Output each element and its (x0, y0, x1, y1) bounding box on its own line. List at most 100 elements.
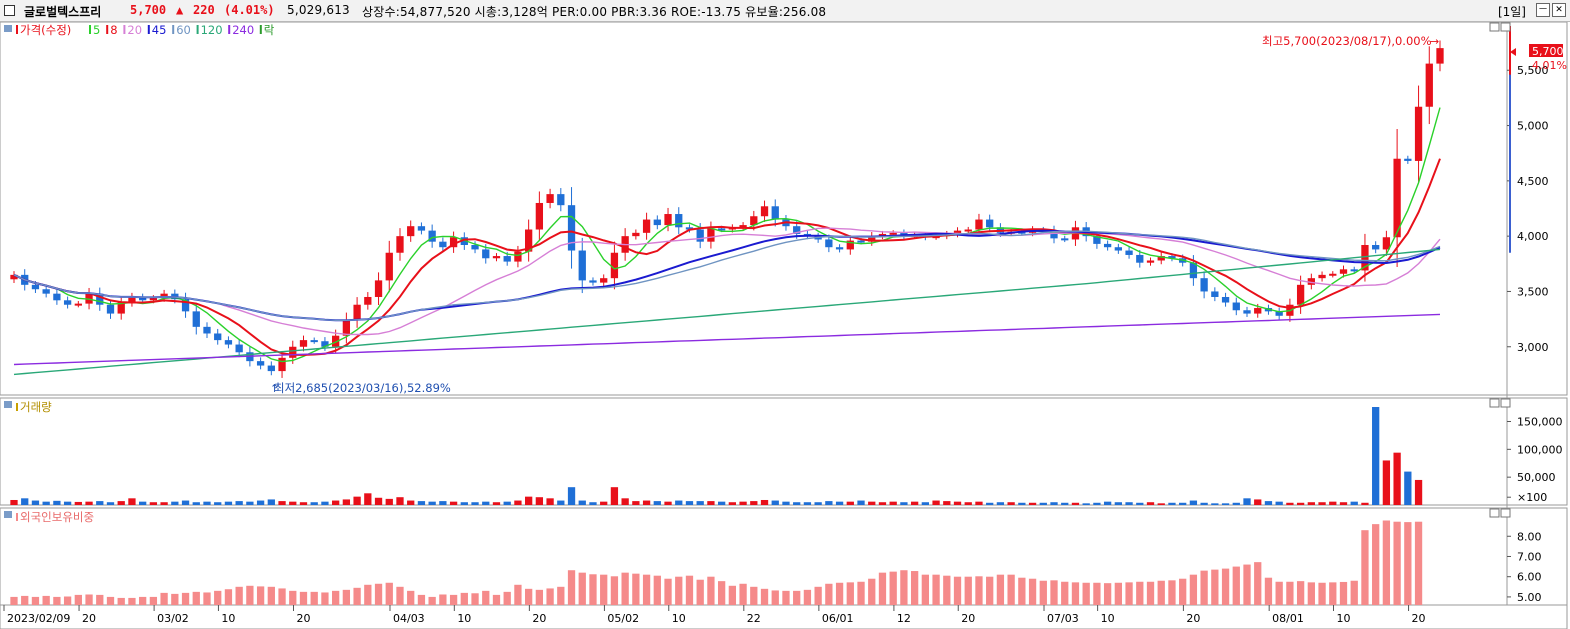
volume-bar[interactable] (1329, 501, 1337, 505)
foreign-ratio-bar[interactable] (1028, 578, 1037, 605)
candle[interactable] (1146, 260, 1155, 263)
foreign-ratio-bar[interactable] (1168, 580, 1176, 605)
volume-bar[interactable] (428, 501, 436, 505)
volume-bar[interactable] (1157, 503, 1165, 505)
candle[interactable] (1200, 278, 1208, 292)
volume-bar[interactable] (1039, 502, 1047, 505)
candle[interactable] (63, 300, 72, 305)
candle[interactable] (96, 293, 104, 305)
volume-bar[interactable] (653, 501, 661, 505)
volume-bar[interactable] (460, 502, 468, 505)
foreign-ratio-bar[interactable] (771, 590, 779, 605)
foreign-ratio-bar[interactable] (739, 583, 747, 605)
foreign-ratio-bar[interactable] (74, 594, 82, 605)
candle[interactable] (321, 341, 329, 347)
volume-bar[interactable] (289, 501, 297, 505)
foreign-ratio-bar[interactable] (160, 592, 168, 605)
foreign-ratio-bar[interactable] (374, 583, 383, 605)
volume-panel[interactable] (0, 397, 1568, 506)
candle[interactable] (632, 232, 640, 237)
volume-bar[interactable] (685, 501, 694, 505)
foreign-ratio-bar[interactable] (567, 570, 576, 605)
candle[interactable] (1307, 278, 1315, 285)
volume-bar[interactable] (396, 497, 404, 505)
foreign-ratio-bar[interactable] (1286, 581, 1294, 605)
candle[interactable] (471, 245, 479, 250)
candle[interactable] (1157, 256, 1165, 261)
foreign-ratio-bar[interactable] (246, 585, 254, 605)
candle[interactable] (771, 206, 779, 220)
volume-bar[interactable] (1393, 452, 1401, 505)
volume-bar[interactable] (1264, 501, 1273, 505)
volume-bar[interactable] (160, 502, 168, 505)
candle[interactable] (10, 274, 18, 280)
volume-bar[interactable] (889, 501, 897, 505)
volume-bar[interactable] (1307, 502, 1315, 505)
volume-bar[interactable] (1211, 503, 1219, 505)
foreign-ratio-bar[interactable] (214, 590, 222, 605)
foreign-ratio-bar[interactable] (407, 590, 415, 605)
candle[interactable] (289, 346, 297, 358)
candle[interactable] (578, 250, 586, 281)
foreign-ratio-bar[interactable] (235, 586, 243, 605)
foreign-ratio-bar[interactable] (428, 596, 436, 605)
candle[interactable] (600, 278, 608, 283)
volume-bar[interactable] (932, 500, 940, 505)
candle[interactable] (74, 303, 82, 306)
candle[interactable] (310, 340, 318, 343)
foreign-ratio-bar[interactable] (396, 586, 404, 605)
foreign-ratio-bar[interactable] (267, 586, 275, 605)
candle[interactable] (1211, 291, 1219, 297)
candle[interactable] (385, 252, 393, 281)
foreign-ratio-bar[interactable] (53, 596, 61, 605)
foreign-ratio-bar[interactable] (578, 572, 586, 605)
volume-bar[interactable] (1286, 502, 1294, 505)
foreign-ratio-bar[interactable] (1393, 521, 1401, 605)
candle[interactable] (1361, 245, 1369, 271)
foreign-ratio-bar[interactable] (385, 582, 393, 605)
legend-item[interactable]: 60 (176, 23, 191, 37)
foreign-ratio-bar[interactable] (1254, 562, 1262, 605)
foreign-ratio-bar[interactable] (1414, 521, 1423, 605)
candle[interactable] (793, 226, 801, 234)
foreign-ratio-bar[interactable] (1350, 580, 1358, 605)
candle[interactable] (760, 206, 769, 217)
foreign-ratio-bar[interactable] (1103, 583, 1112, 605)
foreign-ratio-bar[interactable] (610, 576, 619, 605)
candle[interactable] (417, 226, 426, 231)
foreign-ratio-bar[interactable] (1243, 564, 1251, 605)
candle[interactable] (1168, 256, 1176, 259)
volume-bar[interactable] (1243, 498, 1251, 505)
foreign-ratio-bar[interactable] (1275, 581, 1283, 605)
volume-bar[interactable] (181, 500, 190, 505)
volume-bar[interactable] (267, 499, 275, 505)
candle[interactable] (1136, 254, 1144, 263)
volume-bar[interactable] (975, 501, 983, 505)
volume-bar[interactable] (1007, 502, 1015, 505)
candle[interactable] (1061, 238, 1069, 241)
candle[interactable] (31, 284, 40, 290)
candle[interactable] (42, 289, 50, 294)
volume-bar[interactable] (299, 502, 308, 505)
foreign-ratio-bar[interactable] (1404, 522, 1412, 605)
minimize-icon[interactable]: ㅡ (1536, 3, 1550, 17)
period-selector[interactable]: [1일] (1497, 5, 1526, 19)
volume-bar[interactable] (256, 500, 265, 505)
volume-bar[interactable] (117, 501, 125, 505)
foreign-ratio-bar[interactable] (96, 594, 104, 605)
volume-bar[interactable] (910, 501, 919, 505)
foreign-ratio-bar[interactable] (1018, 577, 1026, 605)
volume-bar[interactable] (139, 501, 147, 505)
volume-bar[interactable] (214, 502, 222, 505)
foreign-ratio-bar[interactable] (910, 571, 919, 605)
foreign-ratio-bar[interactable] (986, 576, 994, 605)
legend-item[interactable]: 락 (264, 23, 275, 37)
candle[interactable] (342, 320, 351, 336)
candle[interactable] (1393, 158, 1401, 238)
volume-bar[interactable] (610, 487, 619, 505)
volume-bar[interactable] (417, 501, 426, 505)
volume-bar[interactable] (1114, 502, 1122, 505)
foreign-ratio-bar[interactable] (868, 578, 876, 605)
candle[interactable] (846, 240, 854, 250)
candle[interactable] (439, 241, 447, 248)
